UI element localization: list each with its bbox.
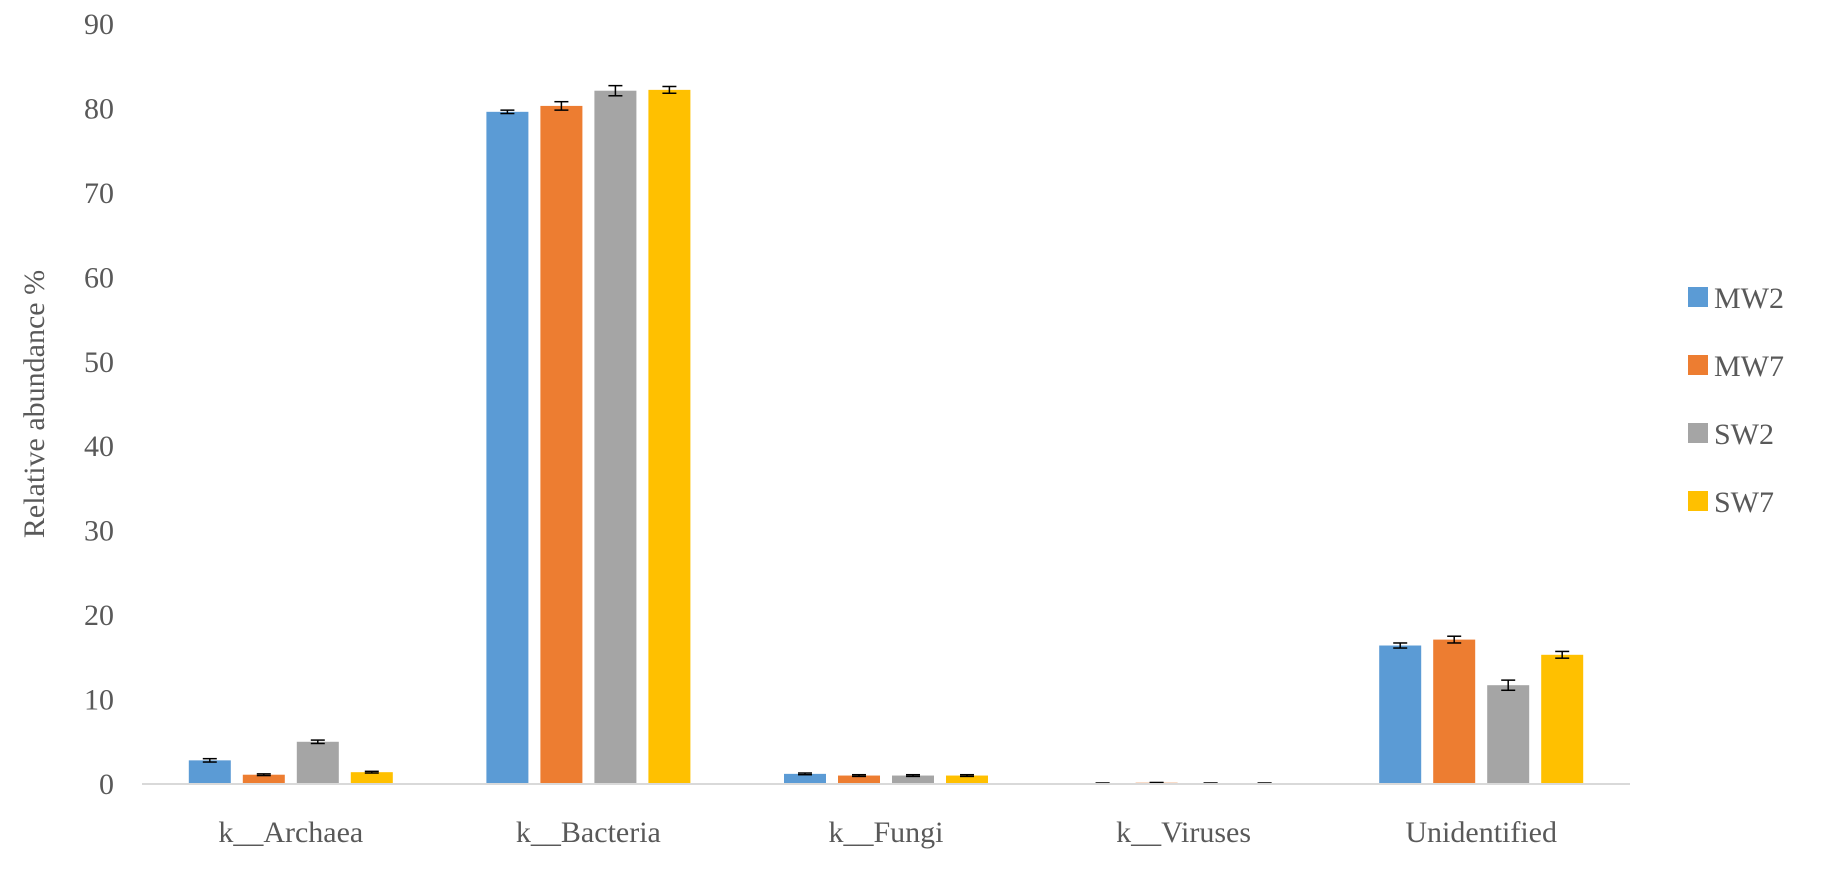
x-tick-label: k__Fungi xyxy=(828,816,943,849)
y-tick-label: 90 xyxy=(84,8,114,41)
bar-mw2 xyxy=(188,760,231,784)
y-tick-label: 40 xyxy=(84,430,114,463)
legend-swatch xyxy=(1688,423,1708,443)
y-tick-label: 50 xyxy=(84,346,114,379)
x-axis-ticks: k__Archaea k__Bacteria k__Fungi k__Viruses U… xyxy=(218,816,1557,849)
bar-mw2 xyxy=(1379,645,1422,784)
bar-mw7 xyxy=(540,105,583,784)
legend-item: MW2 xyxy=(1688,282,1784,315)
error-bar xyxy=(1501,679,1516,692)
error-bar xyxy=(256,773,271,777)
error-bar xyxy=(1447,635,1462,644)
legend-swatch xyxy=(1688,491,1708,511)
legend-item: SW7 xyxy=(1688,486,1774,519)
error-bar xyxy=(1555,650,1570,659)
bars xyxy=(188,89,1584,785)
y-tick-label: 70 xyxy=(84,177,114,210)
bar-mw7 xyxy=(242,774,285,784)
bar-sw2 xyxy=(296,741,339,784)
error-bar xyxy=(852,773,866,778)
bar-sw2 xyxy=(1487,685,1530,784)
error-bar xyxy=(554,100,569,111)
legend-label: SW2 xyxy=(1714,418,1774,451)
error-bar xyxy=(662,85,677,94)
error-bar xyxy=(960,773,974,778)
bar-sw2 xyxy=(892,775,934,784)
x-tick-label: k__Archaea xyxy=(218,816,363,849)
error-bar xyxy=(364,770,379,774)
y-tick-label: 60 xyxy=(84,261,114,294)
bar-sw7 xyxy=(1541,654,1584,784)
legend-label: MW7 xyxy=(1714,350,1784,383)
error-bar xyxy=(202,757,217,763)
error-bar xyxy=(608,84,623,97)
legend-item: MW7 xyxy=(1688,350,1784,383)
bar-sw7 xyxy=(946,775,988,784)
legend-swatch xyxy=(1688,287,1708,307)
bar-mw2 xyxy=(784,773,826,784)
y-tick-label: 30 xyxy=(84,515,114,548)
y-axis-title: Relative abundance % xyxy=(18,270,51,538)
y-tick-label: 10 xyxy=(84,684,114,717)
bar-sw7 xyxy=(648,89,691,784)
error-bar xyxy=(1393,642,1408,649)
x-tick-label: k__Viruses xyxy=(1116,816,1251,849)
bar-mw2 xyxy=(486,111,529,785)
error-bar xyxy=(310,739,325,745)
bar-sw2 xyxy=(594,90,637,784)
y-tick-label: 80 xyxy=(84,92,114,125)
bar-sw7 xyxy=(350,772,393,784)
y-tick-label: 0 xyxy=(99,768,114,801)
legend: MW2 MW7 SW2 SW7 xyxy=(1688,282,1784,519)
error-bar xyxy=(500,109,515,115)
error-bar xyxy=(906,773,920,778)
bar-mw7 xyxy=(1433,639,1476,784)
x-tick-label: k__Bacteria xyxy=(516,816,661,849)
legend-swatch xyxy=(1688,355,1708,375)
error-bars xyxy=(202,84,1570,785)
error-bar xyxy=(798,772,812,776)
legend-label: SW7 xyxy=(1714,486,1774,519)
legend-label: MW2 xyxy=(1714,282,1784,315)
y-axis-ticks: 0 10 20 30 40 50 60 70 80 90 xyxy=(84,8,114,801)
x-tick-label: Unidentified xyxy=(1405,816,1557,849)
y-tick-label: 20 xyxy=(84,599,114,632)
error-bar xyxy=(1149,781,1164,784)
legend-item: SW2 xyxy=(1688,418,1774,451)
bar-mw7 xyxy=(838,775,880,784)
